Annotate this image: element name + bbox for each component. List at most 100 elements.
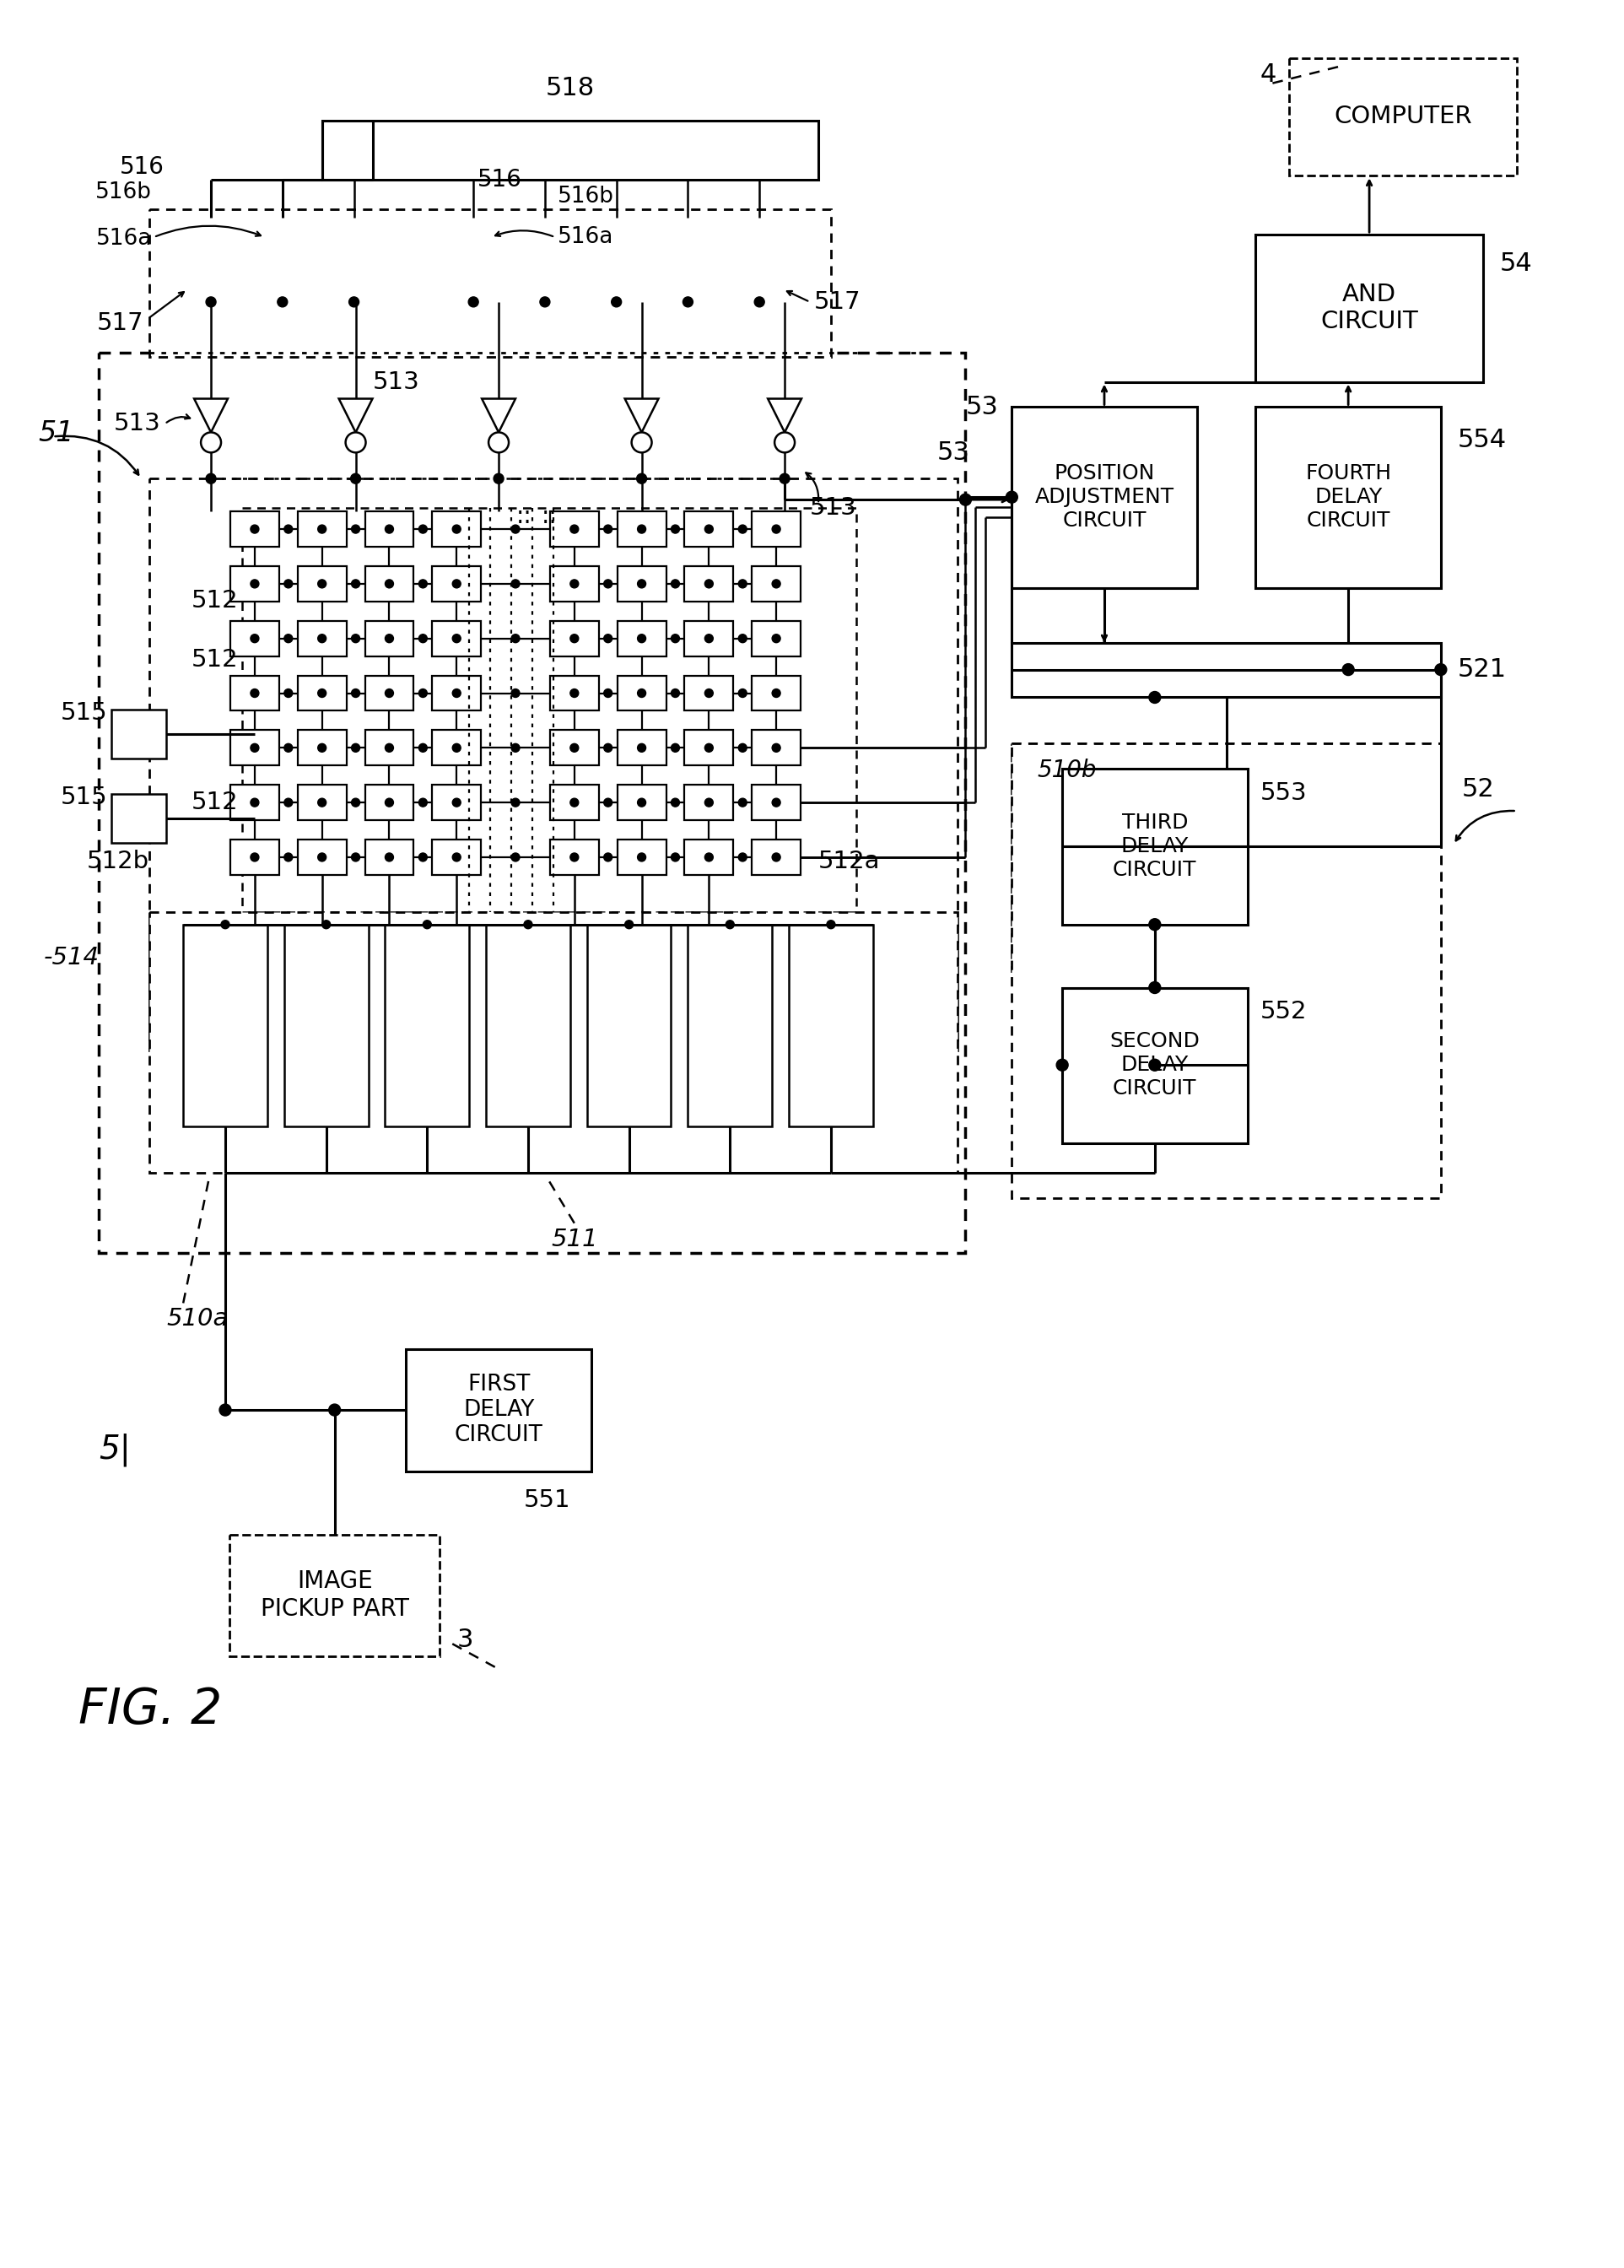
- Text: 518: 518: [546, 75, 594, 100]
- Circle shape: [322, 921, 330, 928]
- Text: 512a: 512a: [818, 850, 880, 873]
- Circle shape: [453, 798, 461, 807]
- Bar: [231, 567, 279, 601]
- Circle shape: [419, 524, 427, 533]
- Bar: [231, 730, 279, 767]
- Bar: [331, 218, 375, 256]
- Bar: [365, 730, 414, 767]
- Circle shape: [453, 524, 461, 533]
- Circle shape: [638, 524, 646, 533]
- Circle shape: [539, 297, 551, 306]
- Text: 554: 554: [1458, 429, 1507, 454]
- Circle shape: [739, 853, 747, 862]
- Circle shape: [705, 635, 713, 642]
- Text: 54: 54: [1499, 252, 1533, 277]
- Circle shape: [385, 635, 393, 642]
- Circle shape: [671, 744, 679, 753]
- Circle shape: [201, 433, 221, 454]
- Bar: [260, 218, 304, 256]
- Bar: [432, 730, 481, 767]
- Bar: [617, 676, 666, 710]
- Circle shape: [671, 689, 679, 696]
- Bar: [685, 839, 734, 875]
- Bar: [789, 925, 874, 1127]
- Text: 515: 515: [60, 785, 107, 810]
- Circle shape: [351, 798, 361, 807]
- Bar: [486, 925, 570, 1127]
- Circle shape: [671, 524, 679, 533]
- Text: ::: ::: [516, 506, 531, 528]
- Circle shape: [219, 1404, 231, 1415]
- Circle shape: [318, 744, 326, 753]
- Bar: [752, 730, 801, 767]
- Bar: [752, 567, 801, 601]
- Circle shape: [705, 744, 713, 753]
- Text: 517: 517: [814, 290, 861, 313]
- Text: FIRST
DELAY
CIRCUIT: FIRST DELAY CIRCUIT: [455, 1374, 542, 1447]
- Bar: [551, 676, 599, 710]
- Circle shape: [739, 581, 747, 587]
- Circle shape: [671, 635, 679, 642]
- Circle shape: [512, 689, 520, 696]
- Text: 52: 52: [1462, 778, 1494, 803]
- Bar: [231, 621, 279, 655]
- Bar: [365, 621, 414, 655]
- Bar: [99, 352, 966, 1252]
- Bar: [149, 209, 831, 356]
- Circle shape: [318, 524, 326, 533]
- Circle shape: [419, 581, 427, 587]
- Bar: [617, 567, 666, 601]
- Text: IMAGE
PICKUP PART: IMAGE PICKUP PART: [260, 1569, 409, 1622]
- Circle shape: [632, 433, 651, 454]
- Circle shape: [1343, 665, 1354, 676]
- Bar: [551, 567, 599, 601]
- Circle shape: [570, 689, 578, 696]
- Bar: [1289, 59, 1517, 175]
- Circle shape: [512, 524, 520, 533]
- Bar: [451, 263, 495, 302]
- Polygon shape: [625, 399, 658, 433]
- Circle shape: [278, 297, 287, 306]
- Text: AND
CIRCUIT: AND CIRCUIT: [1320, 281, 1418, 333]
- Circle shape: [453, 635, 461, 642]
- Circle shape: [385, 524, 393, 533]
- Circle shape: [206, 297, 216, 306]
- Circle shape: [604, 798, 612, 807]
- Circle shape: [284, 689, 292, 696]
- Circle shape: [385, 798, 393, 807]
- Bar: [451, 218, 495, 256]
- Bar: [1012, 744, 1440, 971]
- Circle shape: [318, 798, 326, 807]
- Polygon shape: [768, 399, 802, 433]
- Circle shape: [604, 853, 612, 862]
- Bar: [551, 839, 599, 875]
- Circle shape: [318, 689, 326, 696]
- Circle shape: [351, 744, 361, 753]
- Bar: [365, 676, 414, 710]
- Circle shape: [705, 853, 713, 862]
- Circle shape: [351, 689, 361, 696]
- Text: 513: 513: [810, 497, 857, 519]
- Bar: [432, 567, 481, 601]
- Circle shape: [221, 921, 229, 928]
- Text: FIG. 2: FIG. 2: [78, 1685, 222, 1735]
- Circle shape: [328, 1404, 341, 1415]
- Bar: [617, 730, 666, 767]
- Bar: [523, 263, 567, 302]
- Bar: [297, 510, 346, 547]
- Circle shape: [570, 581, 578, 587]
- Bar: [331, 263, 375, 302]
- Circle shape: [570, 744, 578, 753]
- Bar: [229, 1535, 440, 1656]
- Circle shape: [780, 474, 789, 483]
- Bar: [752, 785, 801, 821]
- Bar: [231, 785, 279, 821]
- Bar: [297, 785, 346, 821]
- Text: 53: 53: [937, 440, 970, 465]
- Circle shape: [771, 744, 781, 753]
- Bar: [1062, 987, 1247, 1143]
- Circle shape: [1148, 919, 1161, 930]
- Bar: [297, 730, 346, 767]
- Circle shape: [494, 474, 503, 483]
- Circle shape: [284, 581, 292, 587]
